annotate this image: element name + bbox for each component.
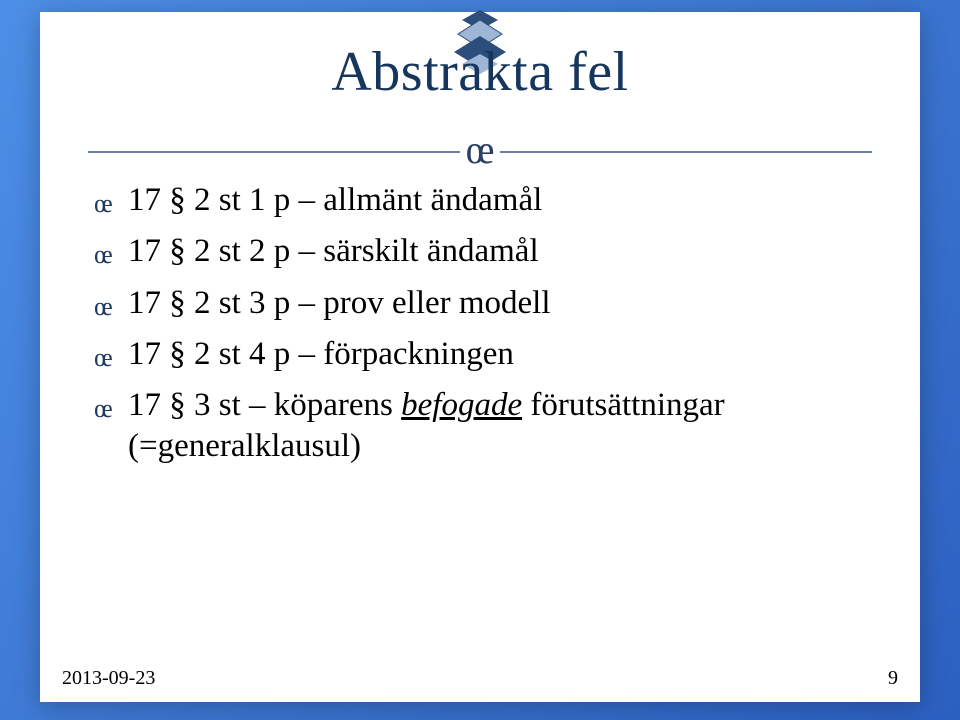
list-item-text: 17 § 2 st 2 p – särskilt ändamål [128, 231, 860, 272]
flourish-icon: œ [460, 130, 501, 170]
bullet-icon: œ [94, 189, 128, 219]
slide-page: Abstrakta fel œ œ 17 § 2 st 1 p – allmän… [40, 12, 920, 702]
bullet-icon: œ [94, 240, 128, 270]
list-item-text: 17 § 2 st 1 p – allmänt ändamål [128, 180, 860, 221]
rule-right [500, 151, 872, 153]
rule-left [88, 151, 460, 153]
footer-page: 9 [888, 667, 898, 690]
list-item: œ 17 § 2 st 3 p – prov eller modell [94, 283, 860, 324]
list-item: œ 17 § 2 st 2 p – särskilt ändamål [94, 231, 860, 272]
bullet-icon: œ [94, 343, 128, 373]
slide-title: Abstrakta fel [40, 40, 920, 104]
list-item-text: 17 § 2 st 3 p – prov eller modell [128, 283, 860, 324]
bullet-icon: œ [94, 292, 128, 322]
footer-date: 2013-09-23 [62, 667, 155, 690]
bullet-list: œ 17 § 2 st 1 p – allmänt ändamål œ 17 §… [94, 180, 860, 478]
list-item-text: 17 § 3 st – köparens befogade förutsättn… [128, 385, 860, 468]
list-item: œ 17 § 2 st 1 p – allmänt ändamål [94, 180, 860, 221]
list-item-emph: befogade [401, 387, 522, 423]
slide-frame: Abstrakta fel œ œ 17 § 2 st 1 p – allmän… [0, 0, 960, 720]
title-rule: œ [88, 128, 872, 176]
list-item: œ 17 § 3 st – köparens befogade förutsät… [94, 385, 860, 468]
list-item: œ 17 § 2 st 4 p – förpackningen [94, 334, 860, 375]
bullet-icon: œ [94, 394, 128, 424]
list-item-prefix: 17 § 3 st – köparens [128, 387, 401, 423]
list-item-text: 17 § 2 st 4 p – förpackningen [128, 334, 860, 375]
